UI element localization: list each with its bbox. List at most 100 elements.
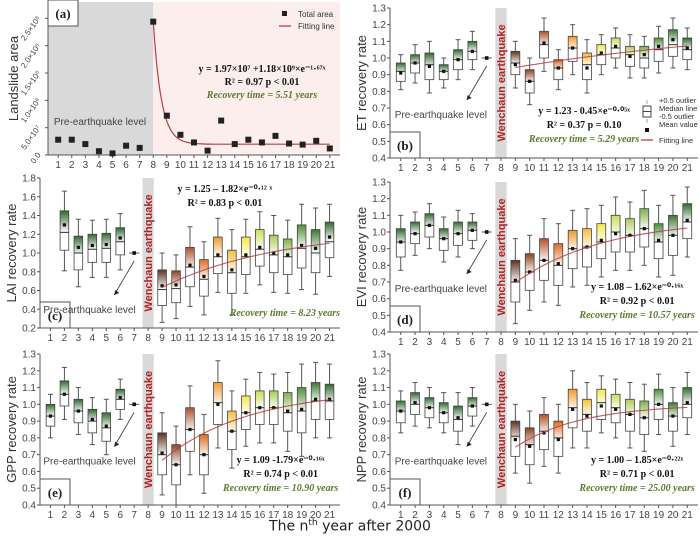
panel-label: (f) bbox=[399, 485, 412, 500]
x-title-prefix: The n bbox=[269, 518, 309, 535]
x-tick-label: 17 bbox=[268, 510, 280, 521]
mean-marker bbox=[571, 247, 575, 251]
panel-label-box bbox=[389, 305, 421, 333]
fitting-line bbox=[161, 242, 330, 288]
mean-marker bbox=[470, 404, 474, 408]
y-tick-label: 1.3 bbox=[372, 178, 386, 189]
x-tick-label: 2 bbox=[62, 333, 68, 344]
mean-marker bbox=[585, 414, 589, 418]
mean-marker bbox=[313, 397, 318, 401]
y-tick-label: 1.0 bbox=[22, 400, 36, 411]
box-year-20 bbox=[668, 17, 678, 69]
y-tick-label: 0.4 bbox=[372, 501, 386, 512]
box-year-11 bbox=[185, 226, 195, 307]
mean-marker bbox=[528, 79, 532, 83]
x-tick-label: 12 bbox=[198, 333, 210, 344]
data-point bbox=[150, 18, 157, 25]
y-tick-label: 0.5 bbox=[22, 484, 36, 495]
y-tick-label: 0.8 bbox=[22, 267, 36, 278]
x-tick-label: 3 bbox=[76, 333, 82, 344]
box-year-10 bbox=[524, 57, 535, 106]
data-point bbox=[299, 141, 306, 148]
mean-marker bbox=[642, 53, 646, 57]
x-tick-label: 16 bbox=[610, 510, 622, 521]
y-tick-label: 1.2 bbox=[22, 366, 36, 377]
data-point bbox=[204, 147, 211, 154]
data-point bbox=[245, 136, 252, 143]
y-tick-label: 1.5×10⁸ bbox=[19, 69, 42, 97]
box-year-5 bbox=[453, 39, 463, 81]
x-tick-label: 15 bbox=[240, 333, 252, 344]
x-tick-label: 15 bbox=[243, 160, 255, 171]
mean-marker bbox=[628, 233, 632, 237]
data-point bbox=[231, 141, 238, 148]
y-tick-label: 1.3 bbox=[22, 350, 36, 361]
x-tick-label: 16 bbox=[610, 163, 622, 174]
box-year-2 bbox=[410, 382, 420, 427]
y-tick-label: 1.4 bbox=[22, 211, 36, 222]
box-year-1 bbox=[395, 214, 406, 271]
y-tick-label: 0.7 bbox=[22, 450, 36, 461]
x-title-suffix: year after 2000 bbox=[317, 518, 431, 535]
box-year-20 bbox=[668, 387, 678, 447]
mean-marker bbox=[413, 401, 417, 405]
mean-marker bbox=[188, 427, 192, 432]
x-tick-label: 9 bbox=[159, 510, 165, 521]
x-tick-label: 1 bbox=[55, 160, 61, 171]
box-year-12 bbox=[553, 403, 564, 474]
mean-marker bbox=[427, 223, 431, 227]
x-tick-label: 21 bbox=[324, 333, 336, 344]
fit-equation: y = 1.09 -1.79×e⁻⁰·¹⁶ˣ bbox=[237, 455, 325, 466]
box-year-16 bbox=[255, 371, 265, 444]
y-tick-label: 1.0 bbox=[372, 228, 386, 239]
box-year-17 bbox=[625, 34, 635, 79]
x-tick-label: 13 bbox=[567, 337, 579, 348]
x-tick-label: 7 bbox=[131, 333, 137, 344]
box-year-4 bbox=[438, 216, 449, 263]
mean-marker bbox=[599, 238, 603, 242]
box-year-4 bbox=[438, 392, 449, 434]
mean-marker bbox=[599, 51, 603, 55]
box-year-6 bbox=[467, 387, 478, 427]
x-tick-label: 16 bbox=[610, 337, 622, 348]
y-tick-label: 0.4 bbox=[372, 154, 386, 165]
box-year-21 bbox=[682, 27, 693, 71]
box-year-5 bbox=[101, 398, 112, 456]
pre-earthquake-label: Pre-earthquake level bbox=[395, 110, 487, 121]
x-tick-label: 14 bbox=[226, 510, 238, 521]
x-tick-label: 3 bbox=[83, 160, 89, 171]
y-axis-label: ET recovery rate bbox=[354, 35, 369, 131]
box-year-2 bbox=[59, 190, 70, 272]
mean-marker bbox=[614, 232, 618, 236]
x-tick-label: 11 bbox=[539, 337, 550, 348]
box-year-20 bbox=[310, 207, 321, 295]
x-tick-label: 9 bbox=[159, 333, 165, 344]
box-year-18 bbox=[282, 371, 293, 452]
box-iqr bbox=[324, 221, 335, 259]
box-year-11 bbox=[539, 17, 549, 72]
mean-marker bbox=[671, 233, 675, 237]
mean-marker bbox=[456, 58, 460, 62]
x-tick-label: 2 bbox=[412, 510, 418, 521]
box-year-21 bbox=[682, 371, 693, 436]
x-tick-label: 4 bbox=[441, 163, 447, 174]
data-point bbox=[82, 141, 89, 148]
x-tick-label: 4 bbox=[441, 337, 447, 348]
mean-marker bbox=[160, 284, 164, 288]
box-iqr bbox=[87, 233, 98, 263]
panel-label: (a) bbox=[55, 6, 70, 21]
x-tick-label: 8 bbox=[498, 337, 504, 348]
event-label: Wenchaun earthquake bbox=[496, 198, 508, 315]
y-tick-label: 1.2 bbox=[372, 20, 386, 31]
earthquake-band bbox=[495, 8, 507, 158]
x-tick-label: 2 bbox=[412, 163, 418, 174]
mean-marker bbox=[399, 240, 403, 244]
mean-marker bbox=[685, 401, 689, 405]
legend-item: Median line bbox=[659, 104, 697, 113]
panel-c: Wenchaun earthquake 0.2 0.4 0.6 0.8 1.0 1.2 1.4… bbox=[4, 174, 340, 345]
x-tick-label: 3 bbox=[76, 510, 82, 521]
mean-marker bbox=[542, 41, 546, 45]
x-tick-label: 21 bbox=[682, 337, 694, 348]
box-year-15 bbox=[596, 204, 607, 278]
box-year-11 bbox=[185, 385, 195, 476]
